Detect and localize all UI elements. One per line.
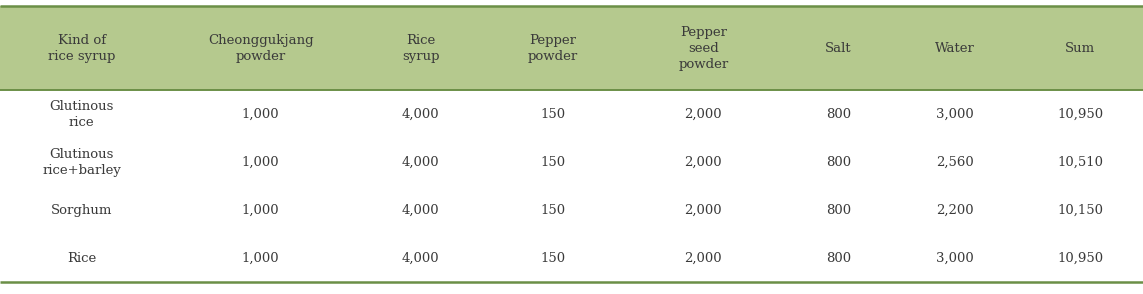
Text: 4,000: 4,000 [402,108,440,121]
Text: Pepper
powder: Pepper powder [528,34,577,63]
Text: 800: 800 [826,108,852,121]
Text: 2,560: 2,560 [936,156,974,169]
Text: 1,000: 1,000 [242,108,279,121]
Text: 2,200: 2,200 [936,204,974,217]
Text: 4,000: 4,000 [402,204,440,217]
Text: 2,000: 2,000 [685,156,722,169]
Text: 2,000: 2,000 [685,252,722,265]
Text: 2,000: 2,000 [685,108,722,121]
Text: 10,950: 10,950 [1057,108,1103,121]
Text: Pepper
seed
powder: Pepper seed powder [678,26,728,71]
Text: 4,000: 4,000 [402,156,440,169]
Text: 1,000: 1,000 [242,156,279,169]
Text: Sorghum: Sorghum [51,204,112,217]
Text: 3,000: 3,000 [936,252,974,265]
Text: 3,000: 3,000 [936,108,974,121]
Text: Rice
syrup: Rice syrup [402,34,440,63]
Text: 150: 150 [541,252,566,265]
Text: Kind of
rice syrup: Kind of rice syrup [48,34,115,63]
Text: Salt: Salt [825,41,852,54]
Bar [0,6,1143,90]
Text: Glutinous
rice: Glutinous rice [49,100,114,129]
Text: 1,000: 1,000 [242,204,279,217]
Text: Glutinous
rice+barley: Glutinous rice+barley [42,148,121,177]
Text: 800: 800 [826,252,852,265]
Text: 150: 150 [541,156,566,169]
Text: 10,150: 10,150 [1057,204,1103,217]
Text: 10,950: 10,950 [1057,252,1103,265]
Text: 800: 800 [826,156,852,169]
Text: Water: Water [935,41,975,54]
Text: 800: 800 [826,204,852,217]
Text: Sum: Sum [1065,41,1095,54]
Text: 150: 150 [541,108,566,121]
Text: 4,000: 4,000 [402,252,440,265]
Text: 150: 150 [541,204,566,217]
Text: Rice: Rice [67,252,96,265]
Text: 2,000: 2,000 [685,204,722,217]
Text: 10,510: 10,510 [1057,156,1103,169]
Text: 1,000: 1,000 [242,252,279,265]
Text: Cheonggukjang
powder: Cheonggukjang powder [208,34,313,63]
